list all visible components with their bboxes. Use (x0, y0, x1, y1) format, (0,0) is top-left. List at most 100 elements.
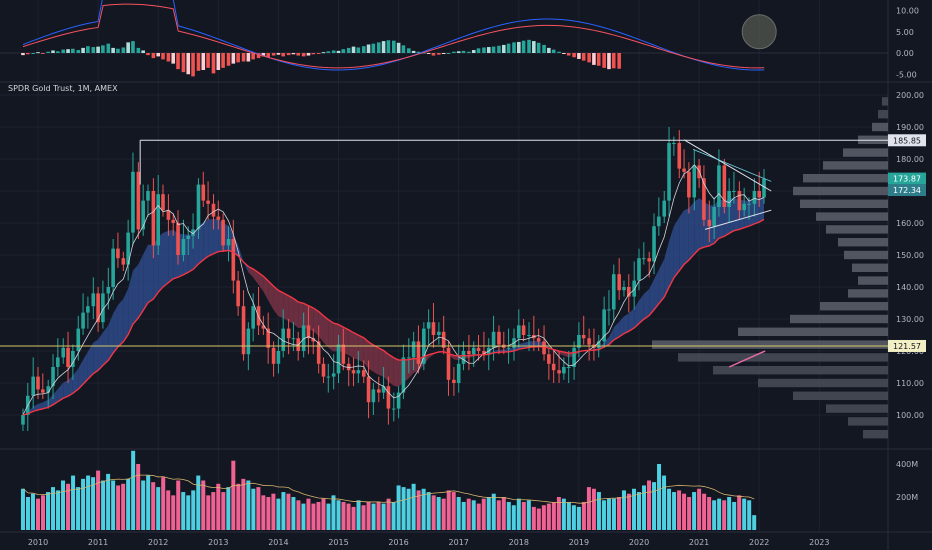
volume-bar (181, 492, 186, 530)
x-tick-label: 2013 (208, 538, 228, 547)
candle (577, 335, 581, 348)
candle (642, 258, 646, 260)
volume-bar (286, 493, 291, 530)
candle (221, 219, 225, 246)
candle (286, 328, 291, 339)
volume-bar (677, 490, 682, 530)
volume-bar (541, 505, 546, 530)
candle (66, 347, 70, 367)
volume-bar (682, 493, 687, 530)
volume-bar (621, 490, 626, 530)
volume-bar (56, 490, 61, 530)
macd-hist-bar (126, 42, 130, 53)
volume-bar (116, 485, 121, 530)
candle (551, 363, 556, 371)
candle (246, 328, 251, 355)
volume-bar (601, 500, 606, 530)
ribbon-segment (108, 313, 114, 361)
ribbon-segment (128, 270, 133, 335)
trendline-drawings (0, 139, 888, 368)
candle (356, 370, 361, 374)
ribbon-segment (669, 226, 674, 288)
macd-hist-bar (562, 53, 566, 54)
volume-bar (647, 480, 652, 530)
volume-bar (86, 475, 91, 530)
ribbon-segment (634, 300, 639, 328)
candle (647, 258, 652, 262)
macd-hist-bar (226, 53, 231, 66)
ribbon-segment (393, 357, 399, 387)
macd-hist-bar (532, 41, 536, 53)
candle (281, 328, 286, 351)
volume-bar (531, 506, 536, 530)
volume-bar (697, 488, 702, 530)
macd-hist-bar (136, 47, 141, 53)
macd-line (22, 0, 765, 71)
volume-bar (421, 488, 426, 530)
volume-bar (211, 492, 216, 530)
candle (166, 210, 171, 220)
profile-bar (852, 263, 888, 272)
volume-bar (171, 495, 176, 530)
ribbon-segment (684, 208, 689, 265)
volume-bar (692, 492, 697, 530)
x-tick-label: 2023 (809, 538, 829, 547)
macd-hist-bar (251, 53, 255, 60)
candle (51, 367, 55, 387)
volume-bar (126, 478, 131, 530)
candle (201, 184, 206, 201)
ribbon-segment (688, 201, 695, 261)
volume-bar (241, 478, 246, 530)
ribbon-segment (63, 380, 69, 399)
macd-hist-bar (71, 48, 75, 53)
ribbon-segment (203, 219, 209, 260)
candle (136, 171, 141, 230)
macd-tick-label: 5.00 (896, 28, 914, 37)
volume-bar (321, 498, 326, 530)
price-tick-label: 200.00 (896, 91, 924, 100)
volume-bar (376, 501, 381, 530)
volume-bar (20, 488, 25, 530)
x-tick-label: 2014 (268, 538, 288, 547)
candle (717, 165, 721, 207)
triangle-upper (683, 139, 772, 192)
candle (91, 293, 96, 307)
macd-hist-bar (271, 53, 276, 56)
volume-bar (626, 493, 631, 530)
profile-bar (826, 404, 888, 413)
candle (542, 341, 546, 355)
ribbon-segment (243, 261, 249, 273)
candle (637, 258, 641, 281)
x-tick-label: 2011 (88, 538, 108, 547)
volume-bar (201, 480, 206, 530)
candle (506, 347, 511, 349)
volume-bar (702, 493, 707, 530)
volume-bar (586, 487, 591, 530)
volume-bar (166, 490, 171, 530)
macd-hist-bar (111, 47, 115, 53)
macd-pane (0, 0, 888, 77)
volume-bar (256, 487, 261, 530)
macd-hist-bar (356, 47, 361, 53)
ribbon-segment (42, 399, 49, 409)
volume-tick-label: 400M (896, 460, 918, 469)
macd-hist-bar (391, 40, 396, 53)
volume-bar (396, 485, 401, 530)
volume-bar (496, 500, 501, 530)
macd-hist-bar (386, 40, 391, 53)
candle (46, 386, 51, 393)
candle (446, 347, 451, 380)
volume-bar (136, 464, 141, 530)
volume-bar (161, 477, 166, 530)
volume-bar (361, 505, 366, 530)
macd-hist-bar (536, 42, 541, 53)
candle (497, 331, 501, 345)
ribbon-segment (213, 219, 219, 254)
macd-hist-bar (476, 48, 481, 53)
macd-hist-bar (131, 41, 135, 53)
volume-bar (216, 483, 221, 530)
macd-hist-bar (517, 41, 521, 53)
macd-hist-bar (216, 53, 221, 70)
x-tick-label: 2021 (689, 538, 709, 547)
candle (572, 347, 576, 367)
